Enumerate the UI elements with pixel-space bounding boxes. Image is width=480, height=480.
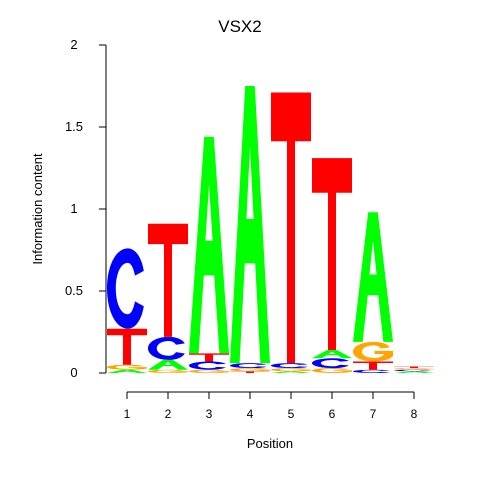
logo-letter-a — [189, 136, 229, 354]
x-tick-label: 1 — [124, 407, 131, 421]
logo-letter-g — [394, 368, 434, 370]
logo-letter-a — [353, 212, 393, 342]
logo-letter-g — [230, 368, 270, 372]
logo-letter-c — [189, 361, 226, 370]
logo-letter-g — [107, 364, 147, 370]
x-tick-label: 2 — [165, 407, 172, 421]
logo-letter-c — [107, 248, 144, 329]
y-tick-label: 1.5 — [65, 119, 83, 134]
logo-letter-t — [107, 328, 147, 365]
logo-letter-c — [271, 363, 308, 369]
logo-letter-t — [271, 92, 311, 364]
logo-letter-a — [148, 359, 188, 370]
x-tick-label: 3 — [206, 407, 213, 421]
logo-letter-t — [312, 158, 352, 351]
logo-letter-t — [230, 371, 270, 373]
y-tick-label: 2 — [70, 37, 77, 52]
logo-letter-a — [394, 371, 434, 373]
logo-letter-a — [271, 371, 311, 373]
x-axis-label: Position — [247, 436, 293, 451]
logo-letter-c — [312, 358, 349, 369]
logo-letter-t — [189, 353, 229, 362]
logo-letter-t — [148, 223, 188, 337]
logo-letter-g — [189, 369, 229, 373]
logo-letter-a — [312, 350, 352, 359]
logo-letter-a — [230, 86, 270, 364]
logo-letter-a — [107, 369, 147, 373]
logo-letter-t — [353, 361, 393, 370]
logo-letter-g — [353, 341, 393, 362]
y-tick-label: 1 — [70, 201, 77, 216]
x-tick-label: 8 — [411, 407, 418, 421]
x-tick-label: 5 — [288, 407, 295, 421]
y-axis-label: Information content — [30, 153, 45, 265]
logo-letters — [107, 86, 434, 373]
x-axis: 1 2 3 4 5 6 7 8 — [124, 391, 418, 421]
chart-title: VSX2 — [218, 17, 261, 36]
logo-letter-c — [394, 369, 431, 372]
y-tick-label: 0 — [70, 365, 77, 380]
logo-letter-t — [394, 366, 434, 369]
logo-letter-g — [148, 369, 188, 373]
logo-letter-c — [148, 336, 185, 360]
x-tick-label: 6 — [329, 407, 336, 421]
x-tick-label: 7 — [370, 407, 377, 421]
logo-letter-c — [353, 369, 390, 373]
logo-letter-c — [230, 363, 267, 369]
x-tick-label: 4 — [247, 407, 254, 421]
logo-letter-g — [271, 368, 311, 372]
y-tick-label: 0.5 — [65, 283, 83, 298]
logo-letter-g — [312, 368, 352, 373]
y-axis: 0 0.5 1 1.5 2 — [65, 37, 107, 380]
